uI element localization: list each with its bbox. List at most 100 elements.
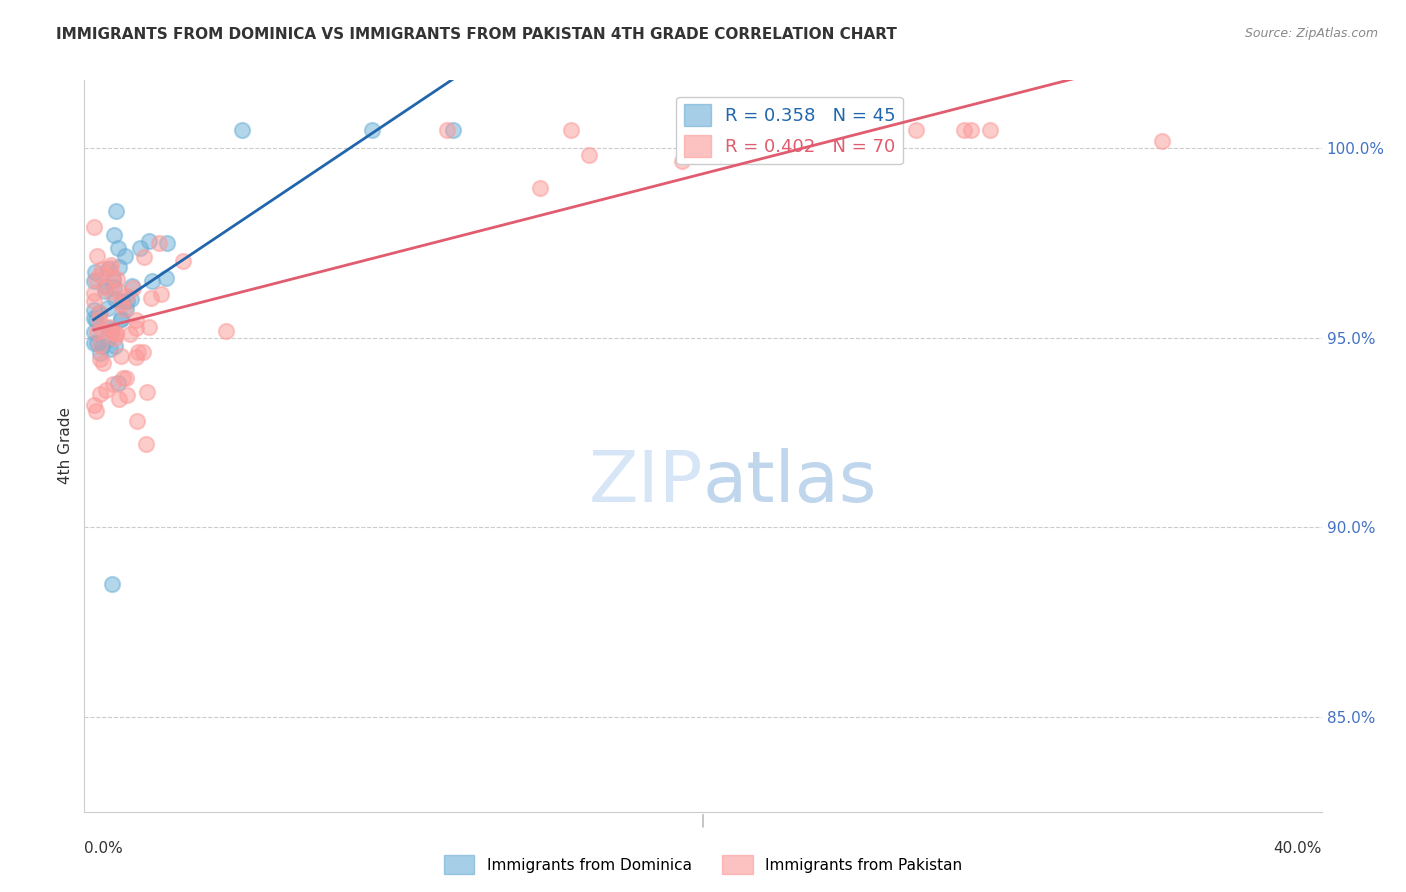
Point	[89, 345, 111, 359]
Point	[121, 278, 143, 293]
Point	[101, 577, 124, 591]
Point	[155, 271, 177, 285]
Point	[101, 273, 124, 287]
Point	[105, 272, 128, 286]
Point	[122, 281, 145, 295]
Point	[107, 284, 129, 298]
Point	[103, 280, 125, 294]
Point	[94, 383, 117, 397]
Text: Source: ZipAtlas.com: Source: ZipAtlas.com	[1244, 27, 1378, 40]
Point	[84, 265, 107, 279]
Point	[97, 332, 120, 346]
Y-axis label: 4th Grade: 4th Grade	[58, 408, 73, 484]
Point	[101, 323, 124, 337]
Point	[831, 122, 853, 136]
Point	[84, 404, 107, 418]
Point	[110, 350, 132, 364]
Point	[129, 242, 152, 256]
Point	[97, 321, 120, 335]
Point	[436, 122, 458, 136]
Point	[148, 235, 170, 250]
Legend: R = 0.358   N = 45, R = 0.402   N = 70: R = 0.358 N = 45, R = 0.402 N = 70	[676, 96, 903, 164]
Legend: Immigrants from Dominica, Immigrants from Pakistan: Immigrants from Dominica, Immigrants fro…	[437, 849, 969, 880]
Point	[114, 371, 136, 385]
Point	[91, 339, 114, 353]
Point	[98, 319, 121, 334]
Text: atlas: atlas	[703, 448, 877, 517]
Point	[952, 122, 974, 136]
Point	[83, 285, 105, 300]
Point	[131, 345, 153, 359]
Point	[139, 291, 162, 305]
Point	[115, 293, 138, 308]
Point	[83, 303, 105, 318]
Point	[120, 292, 142, 306]
Point	[905, 122, 928, 136]
Point	[89, 352, 111, 367]
Point	[100, 285, 122, 299]
Point	[111, 294, 134, 309]
Point	[104, 338, 127, 352]
Point	[100, 258, 122, 272]
Point	[108, 260, 131, 274]
Point	[93, 284, 115, 298]
Point	[87, 306, 110, 320]
Point	[141, 274, 163, 288]
Point	[215, 324, 238, 338]
Text: ZIP: ZIP	[589, 448, 703, 517]
Point	[127, 345, 149, 359]
Text: IMMIGRANTS FROM DOMINICA VS IMMIGRANTS FROM PAKISTAN 4TH GRADE CORRELATION CHART: IMMIGRANTS FROM DOMINICA VS IMMIGRANTS F…	[56, 27, 897, 42]
Point	[83, 275, 105, 289]
Point	[125, 313, 148, 327]
Point	[360, 122, 382, 136]
Point	[89, 268, 111, 283]
Point	[83, 398, 105, 412]
Point	[87, 312, 110, 326]
Point	[83, 326, 105, 340]
Point	[135, 437, 157, 451]
Point	[149, 287, 172, 301]
Point	[134, 250, 156, 264]
Point	[813, 122, 835, 136]
Point	[98, 343, 121, 357]
Point	[83, 335, 105, 350]
Point	[86, 336, 108, 351]
Point	[103, 227, 125, 242]
Point	[89, 337, 111, 351]
Point	[107, 392, 129, 406]
Point	[114, 249, 136, 263]
Point	[83, 310, 105, 325]
Point	[94, 278, 117, 293]
Point	[110, 312, 132, 326]
Point	[94, 280, 117, 294]
Point	[979, 122, 1001, 136]
Text: 0.0%: 0.0%	[84, 841, 124, 856]
Point	[97, 261, 120, 276]
Point	[115, 288, 138, 302]
Point	[83, 294, 105, 309]
Point	[110, 297, 132, 311]
Point	[111, 370, 134, 384]
Point	[89, 306, 111, 320]
Point	[89, 387, 111, 401]
Point	[231, 122, 253, 136]
Point	[578, 148, 600, 162]
Point	[441, 122, 464, 136]
Point	[91, 261, 114, 276]
Point	[86, 249, 108, 263]
Point	[960, 122, 983, 136]
Point	[101, 270, 124, 285]
Point	[91, 356, 114, 370]
Point	[138, 234, 160, 248]
Point	[91, 323, 114, 337]
Point	[83, 220, 105, 235]
Point	[104, 292, 127, 306]
Point	[104, 331, 127, 345]
Point	[110, 312, 132, 326]
Point	[156, 235, 179, 250]
Point	[107, 376, 129, 391]
Point	[84, 272, 107, 286]
Point	[104, 326, 127, 341]
Text: 40.0%: 40.0%	[1274, 841, 1322, 856]
Point	[104, 326, 127, 341]
